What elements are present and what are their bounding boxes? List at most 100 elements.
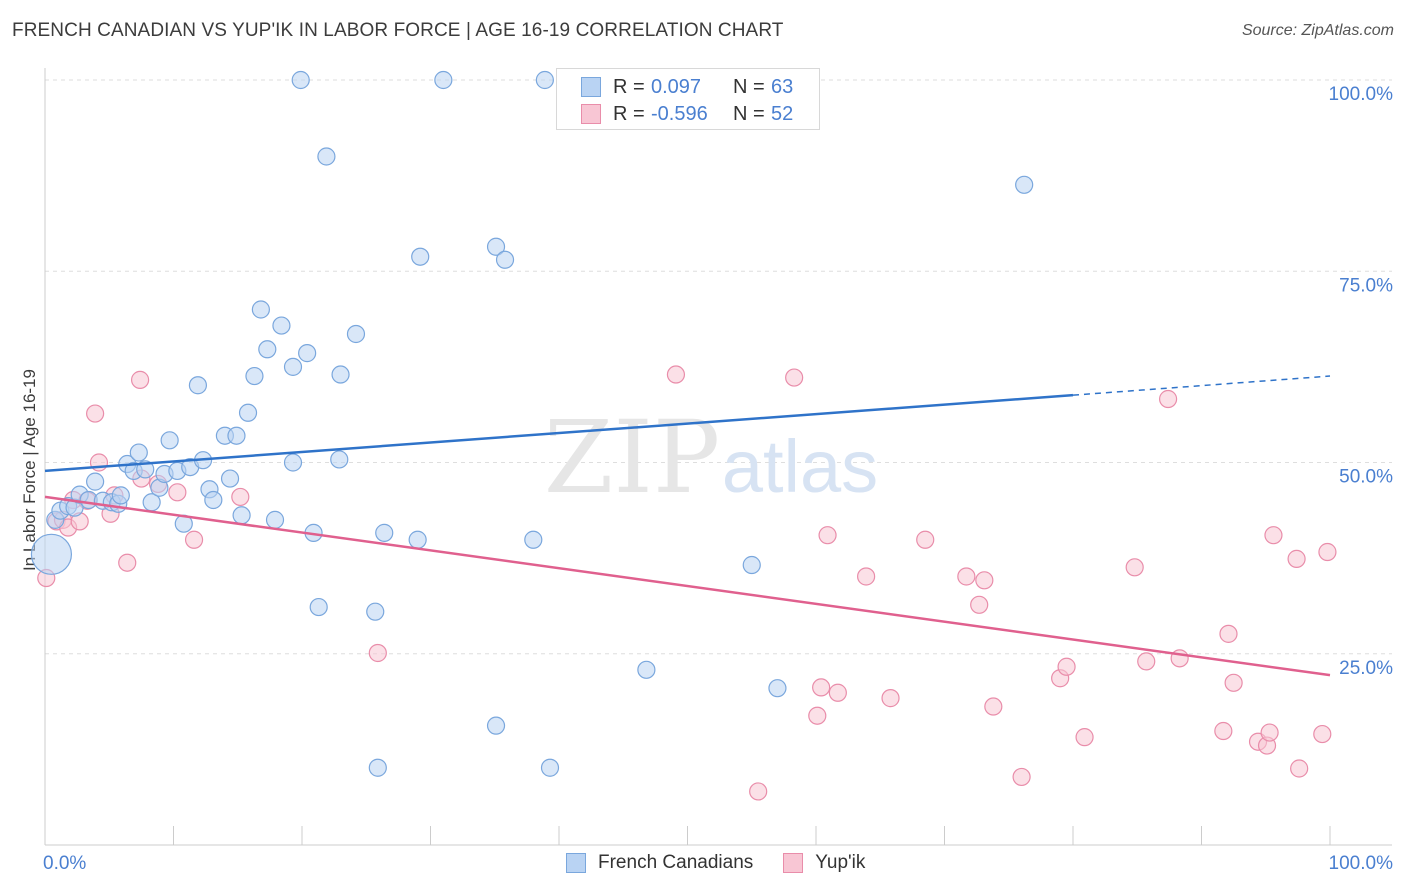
yupik-point [749,782,768,801]
yupik-point [1219,624,1238,643]
french-canadians-point [742,555,761,575]
x-tick-label: 100.0% [1329,853,1394,874]
yupik-point [1287,549,1306,568]
french-canadians-point [368,758,387,777]
french-canadians-point [486,716,506,735]
french-canadians-point [331,365,350,384]
french-canadians-point [434,70,453,90]
yupik-point [970,595,989,614]
legend-item-french-canadians[interactable]: French Canadians [566,852,753,874]
french-canadians-point [637,660,656,679]
yupik-point [666,365,686,384]
french-canadians-point [265,510,285,529]
stats-legend: R = 0.097 N = 63 R = -0.596 N = 52 [556,68,820,130]
french-canadians-point [227,426,246,445]
french-canadians-point [346,324,366,344]
french-canadians-point [375,523,394,542]
watermark: ZIP atlas [544,399,878,516]
french-canadians-trend-extension [1072,375,1331,396]
n-value: 63 [771,75,794,98]
french-canadians-point [204,490,223,510]
yupik-point [231,487,250,507]
y-tick-label: 50.0% [1339,467,1393,488]
yupik-point [1290,759,1309,778]
yupik-point [168,483,187,502]
yupik-point [1224,673,1243,692]
yupik-point [1313,724,1332,744]
yupik-point [828,683,847,702]
series-legend: French Canadians Yup'ik [566,852,895,874]
r-label: R = [613,102,645,125]
french-canadians-point [1015,175,1034,194]
yupik-point [984,697,1003,716]
stats-row-french-canadians: R = 0.097 N = 63 [581,74,793,100]
yupik-point [1075,728,1094,747]
french-canadians-point [540,758,560,777]
french-canadians-point [272,316,291,335]
yupik-point [1158,389,1178,409]
french-canadians-point [111,486,130,505]
french-canadians-point [232,506,251,525]
yupik-point [1012,767,1031,787]
french-canadians-point [486,237,506,256]
french-canadians-point [245,366,264,386]
legend-label: French Canadians [598,852,754,873]
yupik-point [957,567,976,586]
tick-labels: 25.0% 50.0% 75.0% 100.0% 0.0% 100.0% [43,84,1393,874]
french-canadians-point [30,533,73,575]
french-canadians-point [309,597,328,617]
yupik-point [1214,721,1233,741]
french-canadians-point [524,530,543,549]
french-canadians-point [220,469,240,488]
french-canadians-point [495,250,515,269]
yupik-point [86,404,105,423]
yupik-point [975,571,994,590]
french-canadians-point [251,300,270,319]
legend-label: Yup'ik [815,852,866,873]
yupik-swatch [783,853,804,873]
yupik-point [785,368,804,387]
yupik-swatch [581,104,601,124]
yupik-point [916,530,935,549]
french-canadians-point [366,602,385,621]
french-canadians-point [238,403,258,422]
french-canadians-point [129,443,148,462]
french-canadians-point [136,460,155,479]
y-tick-label: 75.0% [1339,275,1393,296]
french-canadians-point [408,530,427,549]
yupik-trend-line [44,495,1331,677]
french-canadians-point [317,147,336,166]
yupik-point [812,678,831,697]
grid-lines [45,79,1392,655]
yupik-point [1260,723,1279,742]
legend-item-yupik[interactable]: Yup'ik [783,852,865,874]
yupik-point [881,689,900,708]
yupik-point [1057,657,1076,676]
r-label: R = [613,75,645,98]
watermark-zip: ZIP [544,399,720,516]
source-label: Source: ZipAtlas.com [1241,22,1394,39]
french-canadians-swatch [581,77,601,97]
trend-lines [44,375,1331,677]
yupik-point [368,643,387,663]
french-canadians-point [411,247,430,266]
yupik-point [118,553,137,572]
yupik-point [808,706,827,725]
french-canadians-point [330,450,349,469]
n-label: N = [733,102,765,125]
french-canadians-point [298,344,317,363]
chart-title: FRENCH CANADIAN VS YUP'IK IN LABOR FORCE… [12,20,784,41]
yupik-point [1318,542,1337,562]
yupik-point [818,526,837,545]
yupik-point [1264,526,1283,545]
french-canadians-point [188,376,208,395]
x-tick-label: 0.0% [43,853,86,874]
french-canadians-swatch [566,853,586,873]
french-canadians-point [258,340,277,359]
french-canadians-point [160,431,179,450]
series-french-canadians-points [30,70,1034,777]
yupik-point [857,567,876,586]
french-canadians-point [291,70,310,90]
french-canadians-point [535,70,554,90]
